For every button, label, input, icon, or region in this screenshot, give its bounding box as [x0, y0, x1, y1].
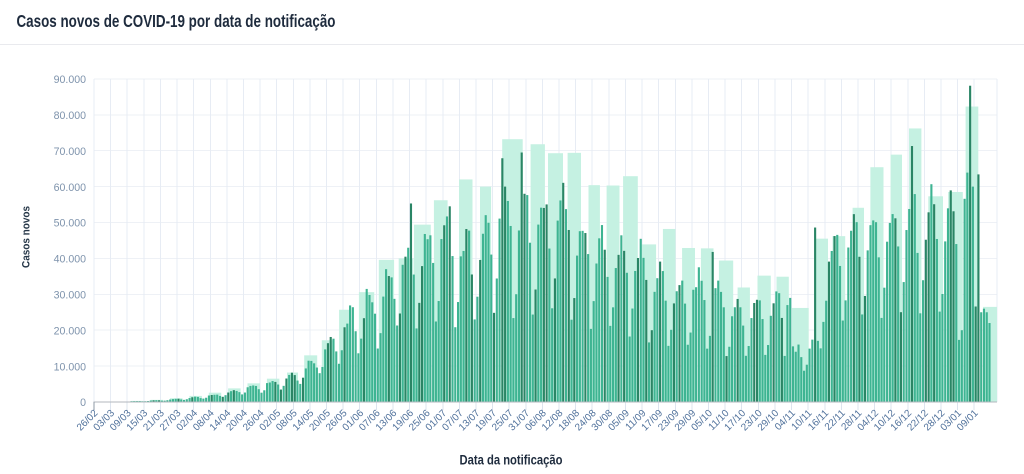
svg-text:0: 0: [80, 397, 86, 409]
svg-text:30.000: 30.000: [54, 290, 87, 302]
svg-text:10.000: 10.000: [54, 361, 87, 373]
svg-text:Data da notificação: Data da notificação: [460, 453, 563, 468]
svg-text:20.000: 20.000: [54, 325, 87, 337]
svg-text:Casos novos de COVID-19 por da: Casos novos de COVID-19 por data de noti…: [17, 11, 336, 31]
svg-text:40.000: 40.000: [54, 254, 87, 266]
svg-text:Casos novos: Casos novos: [21, 206, 33, 268]
svg-text:90.000: 90.000: [54, 74, 87, 86]
svg-text:70.000: 70.000: [54, 146, 87, 158]
svg-text:60.000: 60.000: [54, 182, 87, 194]
svg-text:80.000: 80.000: [54, 110, 87, 122]
svg-text:50.000: 50.000: [54, 218, 87, 230]
